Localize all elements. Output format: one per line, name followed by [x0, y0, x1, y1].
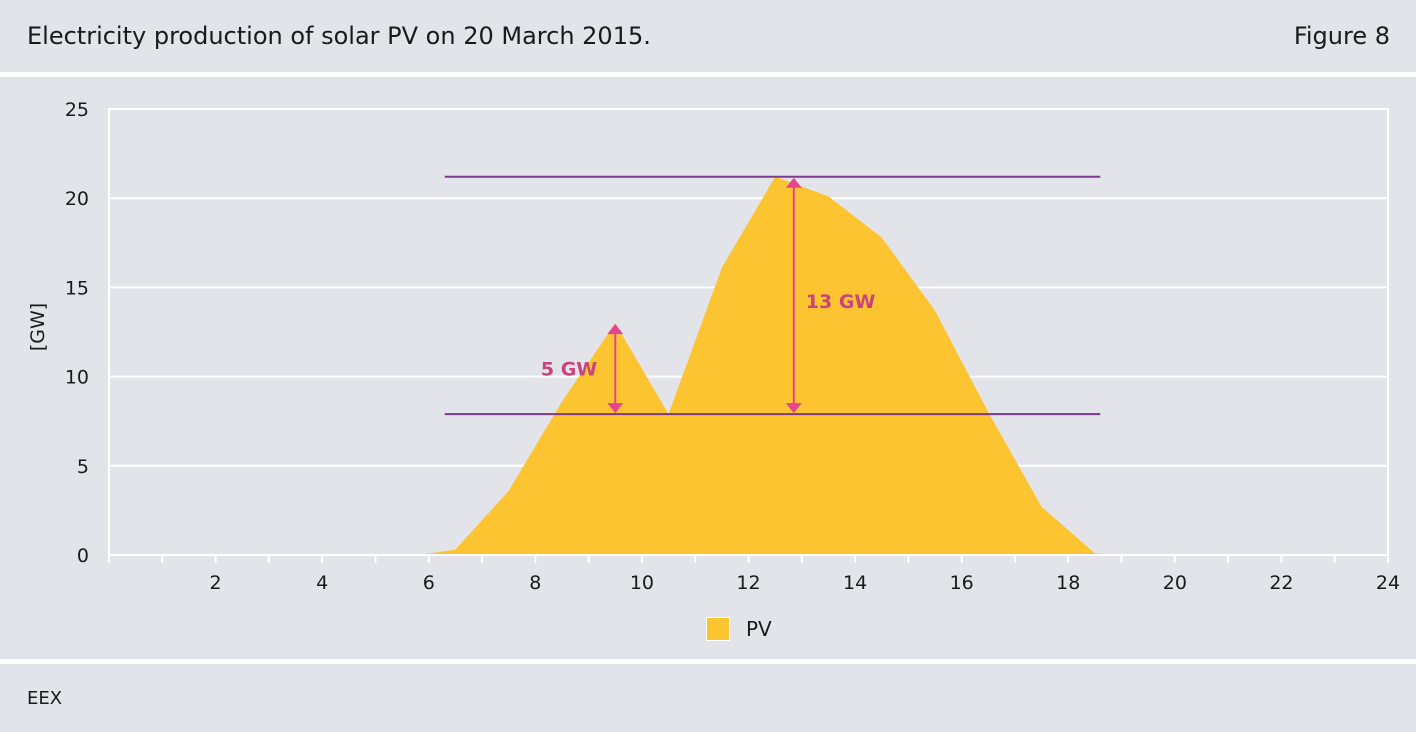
annotation-arrowhead-bottom-1	[607, 403, 624, 414]
legend-label-pv: PV	[746, 617, 772, 641]
chart-legend: PV	[706, 617, 772, 641]
source-label: EEX	[27, 688, 63, 709]
chart-header: Electricity production of solar PV on 20…	[0, 0, 1416, 73]
x-tick-label-18: 18	[1056, 572, 1080, 594]
x-tick-label-6: 6	[423, 572, 435, 594]
x-tick-label-24: 24	[1376, 572, 1400, 594]
y-tick-label-10: 10	[65, 367, 89, 389]
x-tick-label-2: 2	[210, 572, 222, 594]
annotation-label-1: 5 GW	[541, 359, 597, 381]
annotation-arrowhead-top-2	[785, 177, 802, 188]
annotation-label-2: 13 GW	[806, 291, 876, 313]
x-tick-label-8: 8	[529, 572, 541, 594]
y-tick-label-25: 25	[65, 99, 89, 121]
x-tick-label-20: 20	[1163, 572, 1187, 594]
x-tick-label-12: 12	[736, 572, 760, 594]
y-tick-label-20: 20	[65, 188, 89, 210]
y-tick-label-15: 15	[65, 277, 89, 299]
x-tick-label-22: 22	[1269, 572, 1293, 594]
annotation-arrowhead-top-1	[607, 324, 624, 335]
x-tick-label-14: 14	[843, 572, 867, 594]
x-tick-label-4: 4	[316, 572, 328, 594]
header-divider	[0, 72, 1416, 77]
chart-title: Electricity production of solar PV on 20…	[27, 22, 651, 50]
pv-area	[418, 176, 1122, 556]
annotation-arrowhead-bottom-2	[785, 403, 802, 414]
figure-label: Figure 8	[1293, 22, 1390, 50]
y-tick-label-0: 0	[77, 545, 89, 567]
x-tick-label-16: 16	[950, 572, 974, 594]
y-tick-label-5: 5	[77, 456, 89, 478]
legend-swatch-pv	[706, 617, 730, 641]
footer-divider	[0, 659, 1416, 664]
x-tick-label-10: 10	[630, 572, 654, 594]
y-axis-label: [GW]	[27, 303, 49, 351]
